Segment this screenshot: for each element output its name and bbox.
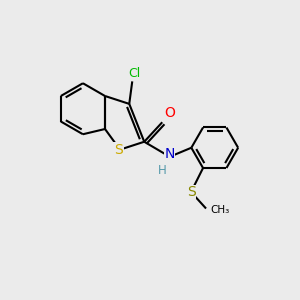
Text: N: N [165,147,175,161]
Text: H: H [158,164,167,177]
Text: CH₃: CH₃ [211,205,230,215]
Text: S: S [114,142,123,157]
Text: Cl: Cl [128,67,141,80]
Text: S: S [187,185,195,199]
Text: O: O [165,106,176,120]
